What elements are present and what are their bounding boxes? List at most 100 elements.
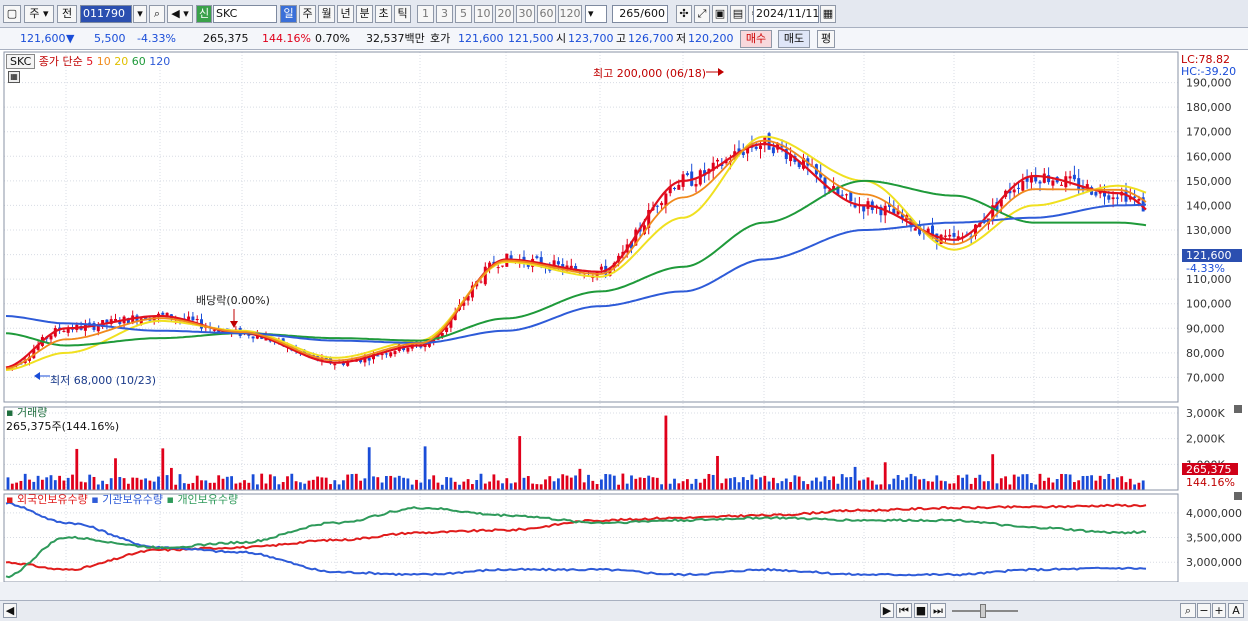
volume-bar (509, 483, 513, 490)
volume-bar (208, 482, 212, 490)
volume-tag: 265,375 (1186, 463, 1232, 476)
current-price: 121,600 (20, 32, 66, 45)
sell-button[interactable]: 매도 (778, 30, 810, 48)
volume-panel-close-icon[interactable] (1234, 405, 1242, 413)
volume-bar (475, 480, 479, 490)
tab-year[interactable]: 년 (337, 5, 354, 23)
interval-30[interactable]: 30 (516, 5, 535, 23)
volume-bar (655, 477, 659, 490)
zoom-slider-handle[interactable] (980, 604, 986, 618)
prev-button[interactable]: 전 (57, 5, 77, 23)
interval-60[interactable]: 60 (537, 5, 556, 23)
window-icon[interactable]: ▢ (3, 5, 21, 23)
candle-body (647, 209, 651, 228)
candle-body (1077, 178, 1081, 190)
stock-name-field[interactable]: SKC (213, 5, 277, 23)
date-field[interactable]: 2024/11/11 (753, 5, 819, 23)
volume-bar (767, 481, 771, 490)
calculator-icon[interactable]: ▦ (8, 71, 20, 83)
volume-bar (780, 481, 784, 490)
candle-body (1133, 196, 1137, 198)
search-icon[interactable]: ⌕ (149, 5, 165, 23)
stop-icon[interactable]: ■ (914, 603, 928, 618)
speaker-icon[interactable]: ◀ ▾ (167, 5, 193, 23)
candle-body (754, 146, 758, 149)
volume-bar (707, 473, 711, 490)
volume-bar (944, 481, 947, 490)
tab-month[interactable]: 월 (318, 5, 335, 23)
chart-scrollbar[interactable]: ◀ ▶ ⏮ ■ ⏭ ⌕ − + A (0, 600, 1248, 621)
volume-value: 265,375 (203, 32, 249, 45)
candle-body (1017, 187, 1020, 189)
volume-bar (1021, 474, 1025, 490)
candle-body (251, 336, 255, 339)
zoom-out-icon[interactable]: − (1197, 603, 1211, 618)
interval-10[interactable]: 10 (474, 5, 493, 23)
tab-tick[interactable]: 틱 (394, 5, 411, 23)
candle-body (565, 265, 569, 268)
holding-line-1 (5, 501, 1147, 577)
interval-3[interactable]: 3 (436, 5, 453, 23)
interval-120[interactable]: 120 (558, 5, 582, 23)
pct-tag: -4.33% (1186, 262, 1225, 275)
forward-icon[interactable]: ⏭ (930, 603, 946, 618)
hc-label: HC:-39.20 (1181, 65, 1236, 78)
scroll-left-icon[interactable]: ◀ (3, 603, 17, 618)
tab-minute[interactable]: 분 (356, 5, 373, 23)
legend-ma5: 5 (86, 55, 94, 68)
volume-bar (870, 480, 874, 490)
stock-chart[interactable]: 70,00080,00090,000100,000110,000120,0001… (0, 50, 1248, 600)
price-tick-label: 140,000 (1186, 199, 1232, 212)
stock-code-input[interactable]: 011790 (80, 5, 132, 23)
holding-line-2 (5, 506, 1147, 579)
volume-bar (41, 479, 44, 490)
volume-bar (256, 484, 259, 490)
holding-tick-label: 3,000,000 (1186, 556, 1242, 569)
volume-bar (15, 482, 18, 490)
high-arrowhead (718, 68, 724, 76)
candle-body (853, 203, 857, 208)
holding-panel-close-icon[interactable] (1234, 492, 1242, 500)
buy-button[interactable]: 매수 (740, 30, 772, 48)
magnifier-icon[interactable]: ⌕ (1180, 603, 1196, 618)
data-count-field[interactable]: 265/600 (612, 5, 668, 23)
calendar-icon[interactable]: ▦ (820, 5, 836, 23)
tab-second[interactable]: 초 (375, 5, 392, 23)
dividend-arrowhead (230, 321, 238, 328)
crosshair-icon[interactable]: ✣ (676, 5, 692, 23)
save-icon[interactable]: ▣ (712, 5, 728, 23)
code-dropdown-icon[interactable]: ▾ (133, 5, 147, 23)
interval-20[interactable]: 20 (495, 5, 514, 23)
volume-bar (1012, 474, 1016, 490)
interval-5[interactable]: 5 (455, 5, 472, 23)
interval-dropdown[interactable]: ▾ (585, 5, 607, 23)
legend-indiv: ▪ 개인보유수량 (166, 493, 239, 506)
tab-week[interactable]: 주 (299, 5, 316, 23)
volume-bar (75, 448, 79, 490)
eval-button[interactable]: 평 (817, 30, 835, 48)
print-icon[interactable]: ▤ (730, 5, 746, 23)
volume-bar (234, 483, 238, 490)
zoom-icon[interactable]: ⤢ (694, 5, 710, 23)
volume-bar (200, 480, 203, 490)
interval-1[interactable]: 1 (417, 5, 434, 23)
volume-bar (492, 474, 496, 490)
tab-day[interactable]: 일 (280, 5, 297, 23)
price-legend: SKC 종가 단순 5 10 20 60 120 (6, 53, 170, 69)
candle-body (212, 329, 216, 331)
candle-body (1047, 175, 1051, 183)
new-badge[interactable]: 신 (196, 5, 212, 23)
scroll-right-icon[interactable]: ▶ (880, 603, 894, 618)
volume-bar (982, 481, 986, 490)
volume-bar (483, 483, 487, 490)
volume-bar (324, 477, 328, 490)
candle-body (389, 352, 393, 357)
volume-bar (539, 484, 543, 490)
volume-readout: 265,375주(144.16%) (6, 420, 120, 433)
kind-select[interactable]: 주 ▾ (24, 5, 54, 23)
ask-price: 121,500 (508, 32, 554, 45)
font-size-icon[interactable]: A (1228, 603, 1244, 618)
legend-symbol[interactable]: SKC (6, 54, 36, 69)
zoom-in-icon[interactable]: + (1212, 603, 1226, 618)
rewind-icon[interactable]: ⏮ (896, 603, 912, 618)
